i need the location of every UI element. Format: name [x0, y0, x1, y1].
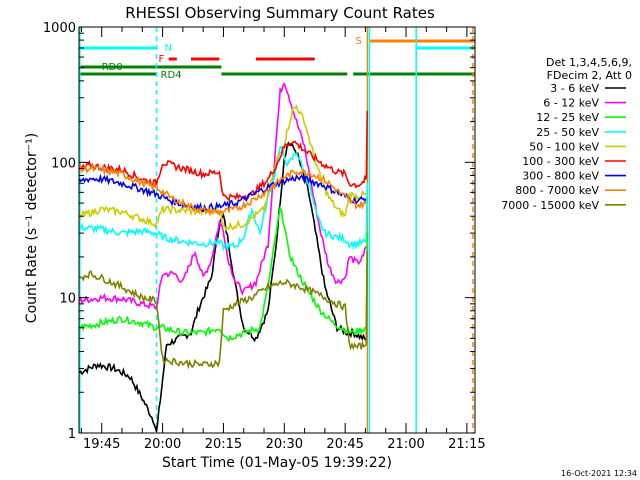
plot-frame	[78, 26, 476, 434]
legend-label-100-300-kev: 100 - 300 keV	[522, 155, 599, 168]
x-tick-label: 20:45	[326, 437, 363, 452]
x-tick-label: 21:15	[448, 437, 485, 452]
y-tick-label: 1000	[43, 21, 76, 36]
series-3-6-kev	[78, 141, 367, 433]
legend-label-6-12-kev: 6 - 12 keV	[543, 97, 599, 110]
series-300-800-kev	[78, 173, 368, 213]
series-lines	[78, 81, 369, 433]
series-6-12-kev	[78, 81, 368, 311]
legend-header: FDecim 2, Att 0	[547, 69, 632, 82]
y-tick-label: 1	[68, 427, 76, 442]
spike-25-50-kev	[365, 183, 369, 242]
vertical-markers	[79, 27, 474, 433]
axes: 1 10 100 1000 19:45 20:00 20:15 20:30 20:45 21:00…	[43, 21, 486, 452]
y-tick-label: 10	[59, 292, 76, 307]
timestamp: 16-Oct-2021 12:34	[561, 469, 637, 478]
flag-bars: NF RD0 RD4 S	[79, 36, 475, 81]
legend-label-3-6-kev: 3 - 6 keV	[550, 82, 599, 95]
legend-label-300-800-kev: 300 - 800 keV	[522, 170, 599, 183]
x-tick-label: 21:00	[387, 437, 424, 452]
series-7000-15000-kev	[78, 270, 367, 370]
spike-7000-15000-kev	[365, 251, 369, 345]
y-axis-label: Count Rate (s⁻¹ detector⁻¹)	[24, 133, 40, 323]
x-tick-label: 19:45	[83, 437, 120, 452]
y-tick-label: 100	[51, 156, 76, 171]
series-100-300-kev	[79, 140, 367, 202]
flag-label-flare: F	[158, 54, 164, 65]
series-800-7000-kev	[78, 163, 367, 218]
spike-100-300-kev	[365, 110, 369, 180]
legend-label-12-25-kev: 12 - 25 keV	[536, 111, 599, 124]
legend-label-25-50-kev: 25 - 50 keV	[536, 126, 599, 139]
flag-label-attenuator: S	[355, 36, 361, 47]
legend-header: Det 1,3,4,5,6,9,	[546, 56, 632, 69]
x-axis-label: Start Time (01-May-05 19:39:22)	[162, 455, 392, 471]
flag-label-rd4: RD4	[161, 70, 182, 81]
series-25-50-kev	[78, 146, 367, 253]
flag-label-saa: N	[164, 43, 171, 54]
x-tick-label: 20:00	[144, 437, 181, 452]
legend: Det 1,3,4,5,6,9,FDecim 2, Att 03 - 6 keV…	[501, 56, 632, 212]
x-tick-label: 20:30	[266, 437, 303, 452]
legend-label-800-7000-kev: 800 - 7000 keV	[515, 184, 599, 197]
chart-title: RHESSI Observing Summary Count Rates	[125, 4, 435, 22]
x-tick-label: 20:15	[205, 437, 242, 452]
legend-label-50-100-kev: 50 - 100 keV	[529, 140, 599, 153]
flag-label-rd0: RD0	[102, 62, 123, 73]
legend-label-7000-15000-kev: 7000 - 15000 keV	[501, 199, 599, 212]
series-50-100-kev	[78, 104, 367, 232]
